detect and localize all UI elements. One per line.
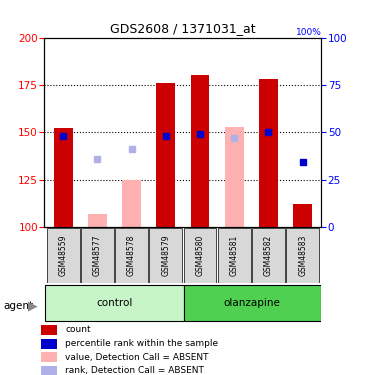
Bar	[184, 285, 321, 321]
Bar	[156, 83, 175, 227]
Bar	[42, 352, 57, 362]
Bar	[122, 180, 141, 227]
Text: percentile rank within the sample: percentile rank within the sample	[65, 339, 218, 348]
Text: control: control	[96, 298, 132, 308]
Text: olanzapine: olanzapine	[223, 298, 280, 308]
Text: GSM48559: GSM48559	[59, 235, 68, 276]
Bar	[225, 126, 244, 227]
Text: GSM48583: GSM48583	[298, 235, 307, 276]
Text: GSM48579: GSM48579	[161, 235, 170, 276]
Bar	[81, 228, 114, 283]
Bar	[252, 228, 285, 283]
Bar	[45, 285, 184, 321]
Bar	[88, 214, 107, 227]
Text: GSM48581: GSM48581	[230, 235, 239, 276]
Text: rank, Detection Call = ABSENT: rank, Detection Call = ABSENT	[65, 366, 204, 375]
Text: count: count	[65, 326, 91, 334]
Bar	[293, 204, 312, 227]
Bar	[218, 228, 251, 283]
Text: GSM48577: GSM48577	[93, 235, 102, 276]
Text: GSM48582: GSM48582	[264, 235, 273, 276]
Bar	[47, 228, 80, 283]
Bar	[149, 228, 182, 283]
Bar	[286, 228, 319, 283]
Bar	[42, 366, 57, 375]
Text: agent: agent	[4, 301, 34, 310]
Bar	[259, 79, 278, 227]
Text: 100%: 100%	[296, 27, 321, 36]
Title: GDS2608 / 1371031_at: GDS2608 / 1371031_at	[110, 22, 256, 35]
Bar	[42, 339, 57, 349]
Text: ▶: ▶	[28, 299, 37, 312]
Bar	[42, 325, 57, 335]
Bar	[115, 228, 148, 283]
Text: GSM48578: GSM48578	[127, 235, 136, 276]
Bar	[191, 75, 209, 227]
Text: GSM48580: GSM48580	[196, 235, 204, 276]
Text: value, Detection Call = ABSENT: value, Detection Call = ABSENT	[65, 353, 209, 362]
Bar	[184, 228, 216, 283]
Bar	[54, 128, 72, 227]
